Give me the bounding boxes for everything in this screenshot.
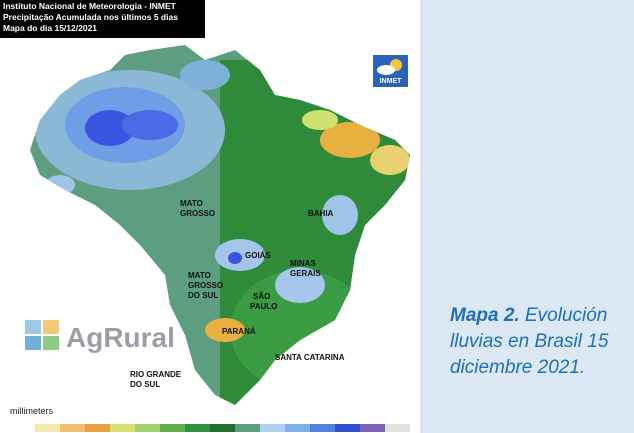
state-label: DO SUL (130, 380, 160, 389)
inmet-logo: INMET (373, 55, 408, 87)
state-label: RIO GRANDE (130, 370, 182, 379)
state-label: GOIÁS (245, 251, 271, 260)
state-label: MATO (188, 271, 211, 280)
state-label: MINAS (290, 259, 316, 268)
state-label: MATO (180, 199, 203, 208)
state-label: SANTA CATARINA (275, 353, 345, 362)
agrural-text: AgRural (66, 322, 175, 353)
state-label: GERAIS (290, 269, 321, 278)
legend-title: millimeters (10, 406, 54, 416)
caption: Mapa 2. Evolución lluvias en Brasil 15 d… (450, 303, 634, 381)
state-label: BAHIA (308, 209, 334, 218)
header-line: Precipitação Acumulada nos últimos 5 dia… (3, 12, 178, 22)
map-labels: MATO GROSSO BAHIA GOIÁS MINAS GERAIS MAT… (130, 199, 345, 389)
map-image: Instituto Nacional de Meteorologia - INM… (0, 0, 420, 433)
state-label: PARANÁ (222, 327, 256, 336)
header-line: Instituto Nacional de Meteorologia - INM… (3, 1, 177, 11)
state-label: DO SUL (188, 291, 218, 300)
header-line: Mapa do dia 15/12/2021 (3, 23, 97, 33)
state-label: GROSSO (180, 209, 215, 218)
caption-label: Mapa 2. (450, 305, 520, 326)
state-label: PAULO (250, 302, 277, 311)
caption-text: Evolución lluvias en Brasil 15 diciembre… (450, 305, 609, 378)
state-label: GROSSO (188, 281, 223, 290)
color-scale (10, 424, 410, 432)
header-bar (0, 0, 205, 38)
agrural-logo: AgRural (25, 320, 175, 353)
inmet-text: INMET (380, 78, 403, 85)
state-label: SÃO (253, 292, 270, 301)
